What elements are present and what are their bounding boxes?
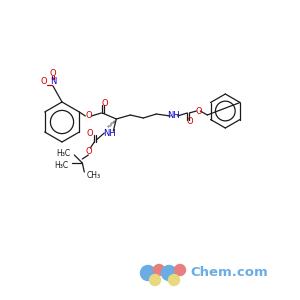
Text: O: O: [186, 118, 193, 127]
Text: O: O: [195, 106, 202, 116]
Text: Chem.com: Chem.com: [190, 266, 268, 280]
Text: N: N: [50, 77, 56, 86]
Text: O: O: [41, 77, 47, 86]
Text: O: O: [85, 148, 92, 157]
Text: O: O: [101, 98, 108, 107]
Circle shape: [140, 266, 155, 280]
Text: H₃C: H₃C: [56, 148, 70, 158]
Text: O: O: [50, 70, 56, 79]
Text: O: O: [86, 128, 93, 137]
Text: O: O: [85, 112, 92, 121]
Circle shape: [161, 266, 176, 280]
Text: NH: NH: [103, 128, 116, 137]
Circle shape: [154, 265, 164, 275]
Text: NH: NH: [167, 112, 180, 121]
Circle shape: [169, 274, 179, 286]
Text: CH₃: CH₃: [86, 170, 100, 179]
Circle shape: [175, 265, 185, 275]
Circle shape: [149, 274, 161, 286]
Text: H₃C: H₃C: [54, 160, 68, 169]
